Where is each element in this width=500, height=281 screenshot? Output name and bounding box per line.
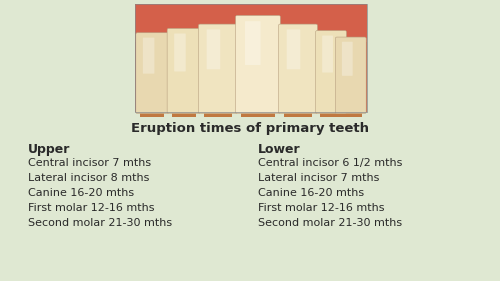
Text: Central incisor 7 mths: Central incisor 7 mths <box>28 158 151 168</box>
FancyBboxPatch shape <box>336 37 366 114</box>
Text: Second molar 21-30 mths: Second molar 21-30 mths <box>28 218 172 228</box>
FancyBboxPatch shape <box>174 33 186 71</box>
Text: Lower: Lower <box>258 143 300 156</box>
Bar <box>135 4 367 112</box>
Text: First molar 12-16 mths: First molar 12-16 mths <box>28 203 154 213</box>
Text: Second molar 21-30 mths: Second molar 21-30 mths <box>258 218 402 228</box>
Text: Lateral incisor 7 mths: Lateral incisor 7 mths <box>258 173 380 183</box>
FancyBboxPatch shape <box>278 24 318 114</box>
Text: Canine 16-20 mths: Canine 16-20 mths <box>28 188 134 198</box>
FancyBboxPatch shape <box>245 21 260 65</box>
FancyBboxPatch shape <box>340 104 362 117</box>
FancyBboxPatch shape <box>140 104 164 117</box>
Text: Lateral incisor 8 mths: Lateral incisor 8 mths <box>28 173 150 183</box>
Bar <box>135 4 367 42</box>
FancyBboxPatch shape <box>242 104 274 117</box>
FancyBboxPatch shape <box>236 15 281 114</box>
FancyBboxPatch shape <box>143 38 154 74</box>
FancyBboxPatch shape <box>322 36 333 72</box>
Bar <box>135 4 367 112</box>
FancyBboxPatch shape <box>342 42 352 76</box>
Text: Upper: Upper <box>28 143 70 156</box>
FancyBboxPatch shape <box>206 30 220 69</box>
Text: Eruption times of primary teeth: Eruption times of primary teeth <box>131 122 369 135</box>
Text: Central incisor 6 1/2 mths: Central incisor 6 1/2 mths <box>258 158 402 168</box>
FancyBboxPatch shape <box>204 104 233 117</box>
FancyBboxPatch shape <box>136 33 169 114</box>
FancyBboxPatch shape <box>320 104 342 117</box>
FancyBboxPatch shape <box>286 30 300 69</box>
FancyBboxPatch shape <box>167 28 200 114</box>
FancyBboxPatch shape <box>284 104 312 117</box>
FancyBboxPatch shape <box>316 31 346 114</box>
Text: Canine 16-20 mths: Canine 16-20 mths <box>258 188 364 198</box>
FancyBboxPatch shape <box>172 104 196 117</box>
Text: First molar 12-16 mths: First molar 12-16 mths <box>258 203 384 213</box>
FancyBboxPatch shape <box>198 24 237 114</box>
